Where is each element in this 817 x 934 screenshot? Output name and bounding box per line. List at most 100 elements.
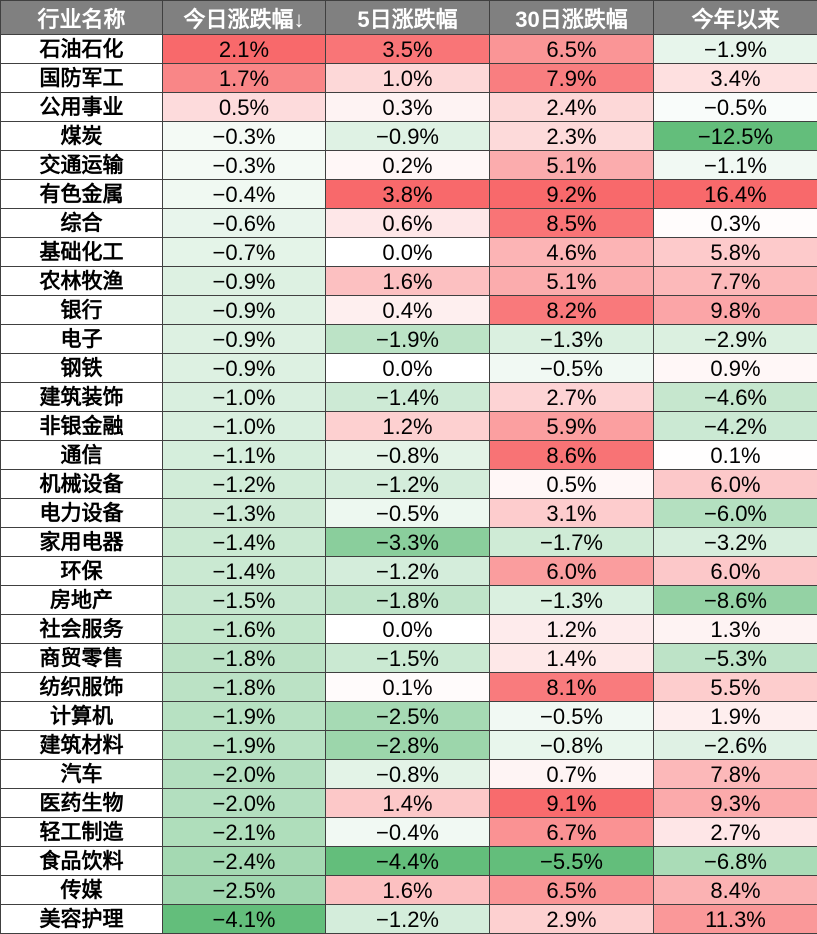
today-change-cell: −1.8% — [163, 673, 326, 702]
thirty-day-change-cell: −0.5% — [490, 354, 654, 383]
ytd-change-cell: 0.3% — [654, 209, 817, 238]
today-change-cell: −0.4% — [163, 180, 326, 209]
ytd-change-cell: 7.8% — [654, 760, 817, 789]
today-change-cell: −2.0% — [163, 760, 326, 789]
today-change-cell: −1.2% — [163, 470, 326, 499]
industry-name-cell: 建筑材料 — [1, 731, 163, 760]
ytd-change-cell: −1.1% — [654, 151, 817, 180]
header-30day-change[interactable]: 30日涨跌幅 — [490, 1, 654, 35]
five-day-change-cell: −3.3% — [326, 528, 490, 557]
industry-name-cell: 美容护理 — [1, 905, 163, 934]
five-day-change-cell: 0.0% — [326, 615, 490, 644]
five-day-change-cell: 0.6% — [326, 209, 490, 238]
five-day-change-cell: −1.8% — [326, 586, 490, 615]
ytd-change-cell: −5.3% — [654, 644, 817, 673]
five-day-change-cell: 0.0% — [326, 238, 490, 267]
ytd-change-cell: −4.6% — [654, 383, 817, 412]
five-day-change-cell: −2.8% — [326, 731, 490, 760]
ytd-change-cell: −2.6% — [654, 731, 817, 760]
today-change-cell: −1.5% — [163, 586, 326, 615]
industry-name-cell: 农林牧渔 — [1, 267, 163, 296]
thirty-day-change-cell: 4.6% — [490, 238, 654, 267]
industry-name-cell: 食品饮料 — [1, 847, 163, 876]
today-change-cell: −2.4% — [163, 847, 326, 876]
industry-name-cell: 家用电器 — [1, 528, 163, 557]
five-day-change-cell: −1.2% — [326, 557, 490, 586]
today-change-cell: −0.6% — [163, 209, 326, 238]
thirty-day-change-cell: 2.9% — [490, 905, 654, 934]
five-day-change-cell: 0.3% — [326, 93, 490, 122]
industry-name-cell: 商贸零售 — [1, 644, 163, 673]
five-day-change-cell: −0.9% — [326, 122, 490, 151]
ytd-change-cell: −2.9% — [654, 325, 817, 354]
today-change-cell: −0.9% — [163, 267, 326, 296]
ytd-change-cell: −1.9% — [654, 35, 817, 64]
table-row: 建筑装饰−1.0%−1.4%2.7%−4.6% — [1, 383, 817, 412]
thirty-day-change-cell: −1.7% — [490, 528, 654, 557]
ytd-change-cell: −6.0% — [654, 499, 817, 528]
thirty-day-change-cell: 8.5% — [490, 209, 654, 238]
today-change-cell: −0.9% — [163, 325, 326, 354]
five-day-change-cell: −0.8% — [326, 441, 490, 470]
header-5day-change[interactable]: 5日涨跌幅 — [326, 1, 490, 35]
ytd-change-cell: −12.5% — [654, 122, 817, 151]
today-change-cell: −2.5% — [163, 876, 326, 905]
five-day-change-cell: −2.5% — [326, 702, 490, 731]
thirty-day-change-cell: 1.2% — [490, 615, 654, 644]
industry-name-cell: 社会服务 — [1, 615, 163, 644]
industry-name-cell: 医药生物 — [1, 789, 163, 818]
today-change-cell: −1.9% — [163, 731, 326, 760]
table-row: 医药生物−2.0%1.4%9.1%9.3% — [1, 789, 817, 818]
industry-name-cell: 轻工制造 — [1, 818, 163, 847]
industry-name-cell: 综合 — [1, 209, 163, 238]
industry-name-cell: 机械设备 — [1, 470, 163, 499]
table-row: 电力设备−1.3%−0.5%3.1%−6.0% — [1, 499, 817, 528]
ytd-change-cell: 5.5% — [654, 673, 817, 702]
thirty-day-change-cell: −5.5% — [490, 847, 654, 876]
five-day-change-cell: 3.8% — [326, 180, 490, 209]
ytd-change-cell: −4.2% — [654, 412, 817, 441]
five-day-change-cell: −1.4% — [326, 383, 490, 412]
industry-name-cell: 公用事业 — [1, 93, 163, 122]
ytd-change-cell: 7.7% — [654, 267, 817, 296]
thirty-day-change-cell: 6.5% — [490, 35, 654, 64]
five-day-change-cell: −1.2% — [326, 470, 490, 499]
industry-name-cell: 环保 — [1, 557, 163, 586]
table-row: 食品饮料−2.4%−4.4%−5.5%−6.8% — [1, 847, 817, 876]
table-row: 计算机−1.9%−2.5%−0.5%1.9% — [1, 702, 817, 731]
header-today-change[interactable]: 今日涨跌幅↓ — [163, 1, 326, 35]
thirty-day-change-cell: −0.5% — [490, 702, 654, 731]
header-ytd-change[interactable]: 今年以来 — [654, 1, 817, 35]
industry-name-cell: 煤炭 — [1, 122, 163, 151]
today-change-cell: −1.6% — [163, 615, 326, 644]
today-change-cell: −1.0% — [163, 412, 326, 441]
industry-name-cell: 建筑装饰 — [1, 383, 163, 412]
table-row: 家用电器−1.4%−3.3%−1.7%−3.2% — [1, 528, 817, 557]
table-row: 基础化工−0.7%0.0%4.6%5.8% — [1, 238, 817, 267]
thirty-day-change-cell: 0.7% — [490, 760, 654, 789]
industry-name-cell: 房地产 — [1, 586, 163, 615]
today-change-cell: −0.3% — [163, 151, 326, 180]
thirty-day-change-cell: 1.4% — [490, 644, 654, 673]
table-row: 建筑材料−1.9%−2.8%−0.8%−2.6% — [1, 731, 817, 760]
industry-name-cell: 纺织服饰 — [1, 673, 163, 702]
ytd-change-cell: 0.9% — [654, 354, 817, 383]
five-day-change-cell: −0.8% — [326, 760, 490, 789]
ytd-change-cell: 1.3% — [654, 615, 817, 644]
five-day-change-cell: 1.6% — [326, 267, 490, 296]
table-row: 房地产−1.5%−1.8%−1.3%−8.6% — [1, 586, 817, 615]
header-industry-name[interactable]: 行业名称 — [1, 1, 163, 35]
table-row: 美容护理−4.1%−1.2%2.9%11.3% — [1, 905, 817, 934]
ytd-change-cell: 16.4% — [654, 180, 817, 209]
thirty-day-change-cell: 9.2% — [490, 180, 654, 209]
industry-name-cell: 有色金属 — [1, 180, 163, 209]
thirty-day-change-cell: 6.7% — [490, 818, 654, 847]
five-day-change-cell: 1.0% — [326, 64, 490, 93]
industry-name-cell: 计算机 — [1, 702, 163, 731]
ytd-change-cell: 9.8% — [654, 296, 817, 325]
thirty-day-change-cell: 9.1% — [490, 789, 654, 818]
five-day-change-cell: 0.4% — [326, 296, 490, 325]
ytd-change-cell: 2.7% — [654, 818, 817, 847]
